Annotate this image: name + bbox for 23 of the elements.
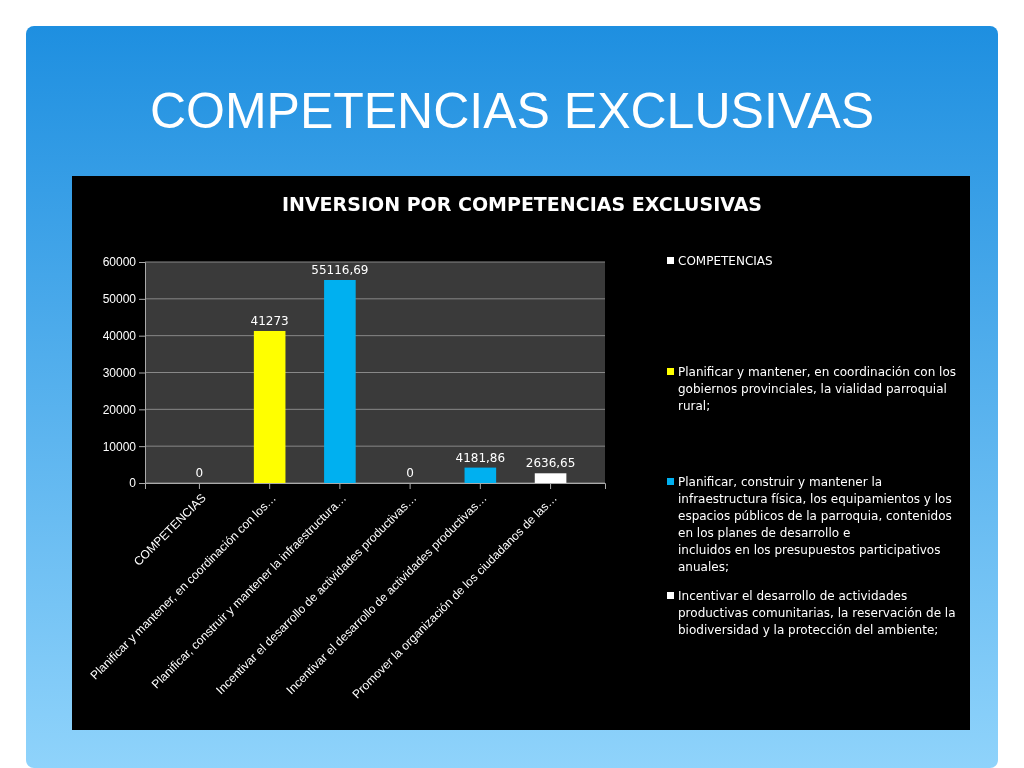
data-label: 0 [195, 466, 204, 480]
y-tick-label: 60000 [102, 255, 137, 270]
y-tick-label: 10000 [102, 439, 137, 454]
data-label: 0 [406, 466, 414, 480]
data-label: 2636,65 [525, 456, 576, 471]
legend-label: Planificar y mantener, en coordinación con los gobiernos provinciales, la vialidad parroquial rural; [678, 365, 957, 413]
bar [324, 279, 356, 483]
y-tick-label: 40000 [102, 329, 137, 344]
bar [464, 467, 497, 483]
bar [253, 330, 286, 483]
y-tick-label: 20000 [102, 402, 137, 417]
legend-label: COMPETENCIAS [678, 254, 773, 268]
chart-subtitle: INVERSION POR COMPETENCIAS EXCLUSIVAS [281, 193, 763, 215]
legend-label: Incentivar el desarrollo de actividades productivas comunitarias, la reservación de la biodiversidad y la protección del ambiente; [678, 589, 956, 637]
data-label: 4181,86 [455, 450, 506, 465]
legend-label: Planificar, construir y mantener la infraestructura física, los equipamientos y los espacios públicos de la parroquia, contenidos en los planes de desarrollo e incluidos en los presupuestos participativos anuales; [678, 475, 952, 574]
data-label: 55116,69 [311, 262, 369, 277]
y-tick-label: 50000 [102, 292, 137, 307]
bar [534, 473, 567, 483]
chart-title: COMPETENCIAS EXCLUSIVAS [149, 83, 875, 139]
y-tick-label: 30000 [102, 365, 137, 380]
data-label: 41273 [250, 313, 289, 328]
y-tick-label: 0 [129, 476, 137, 491]
